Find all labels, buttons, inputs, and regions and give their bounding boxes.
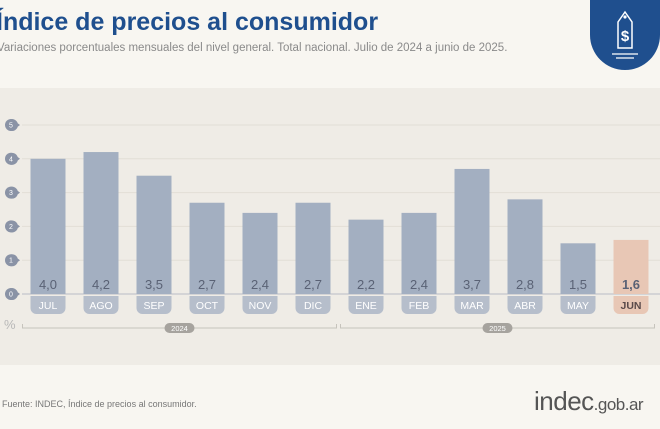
bar: [348, 219, 384, 294]
month-pill: [295, 296, 331, 314]
bar-value-label: 1,6: [622, 277, 640, 292]
month-pill: [30, 296, 66, 314]
x-tick-label: ABR: [514, 300, 536, 312]
month-pill: [189, 296, 225, 314]
bar: [613, 239, 649, 294]
month-pill: [613, 296, 649, 314]
y-tick-badge: [5, 254, 17, 267]
bar: [83, 152, 119, 294]
year-badge: [164, 323, 195, 333]
bar: [136, 175, 172, 294]
chart-panel: 0 1 2 3 4 5% 4,0 JUL 4,2 AGO 3,5 SEP 2,7 OCT 2,4 NOV 2,7…: [0, 88, 660, 365]
bar-value-label: 2,7: [198, 277, 216, 292]
brand-main: indec: [534, 386, 594, 416]
bar-chart: 0 1 2 3 4 5% 4,0 JUL 4,2 AGO 3,5 SEP 2,7 OCT 2,4 NOV 2,7…: [4, 119, 660, 333]
bar: [560, 243, 596, 294]
month-pill: [242, 296, 278, 314]
x-tick-label: MAY: [567, 300, 589, 312]
bar-value-label: 2,7: [304, 277, 322, 292]
x-tick-label: SEP: [143, 300, 164, 312]
x-tick-label: AGO: [89, 300, 112, 312]
y-tick-label: 3: [9, 190, 13, 197]
bar: [30, 158, 66, 294]
x-tick-label: JUN: [620, 300, 641, 312]
month-pill: [454, 296, 490, 314]
brand-suffix: .gob.ar: [593, 395, 644, 414]
brand-logo[interactable]: indec.gob.ar: [534, 386, 644, 417]
bar-value-label: 3,7: [463, 277, 481, 292]
y-tick-label: 2: [9, 224, 13, 231]
year-label: 2025: [489, 324, 506, 333]
svg-text:$: $: [621, 28, 630, 45]
month-pill: [348, 296, 384, 314]
source-note: Fuente: INDEC, Índice de precios al cons…: [2, 399, 197, 409]
bar-value-label: 2,2: [357, 277, 375, 292]
month-pill: [83, 296, 119, 314]
bar-value-label: 2,4: [410, 277, 428, 292]
x-tick-label: MAR: [460, 300, 484, 312]
x-tick-label: JUL: [39, 300, 58, 312]
x-tick-label: DIC: [304, 300, 323, 312]
y-tick-label: 4: [9, 156, 13, 163]
bar: [507, 199, 543, 294]
bar-value-label: 4,2: [92, 277, 110, 292]
bar: [189, 202, 225, 294]
x-tick-label: FEB: [409, 300, 429, 312]
bar-value-label: 3,5: [145, 277, 163, 292]
y-tick-badge: [5, 220, 17, 233]
bar-value-label: 2,4: [251, 277, 269, 292]
y-tick-label: 1: [9, 258, 13, 265]
y-tick-label: 0: [9, 292, 13, 299]
y-tick-badge: [5, 152, 17, 165]
x-tick-label: ENE: [355, 300, 377, 312]
month-pill: [507, 296, 543, 314]
page-title: Índice de precios al consumidor: [0, 8, 379, 36]
bar: [295, 202, 331, 294]
bar: [401, 212, 437, 294]
y-tick-badge: [5, 119, 17, 131]
x-tick-label: OCT: [196, 300, 219, 312]
y-tick-badge: [5, 186, 17, 199]
price-tag-dollar-icon: $: [590, 0, 660, 70]
bar-value-label: 1,5: [569, 277, 587, 292]
year-label: 2024: [171, 324, 188, 333]
month-pill: [560, 296, 596, 314]
bar: [454, 168, 490, 294]
bar-value-label: 2,8: [516, 277, 534, 292]
y-tick-label: 5: [9, 123, 13, 130]
month-pill: [401, 296, 437, 314]
y-tick-badge: [5, 288, 17, 300]
year-badge: [482, 323, 513, 333]
x-tick-label: NOV: [249, 300, 272, 312]
month-pill: [136, 296, 172, 314]
y-axis-unit: %: [4, 317, 16, 332]
bar-value-label: 4,0: [39, 277, 57, 292]
bar: [242, 212, 278, 294]
page-subtitle: Variaciones porcentuales mensuales del n…: [0, 42, 508, 54]
